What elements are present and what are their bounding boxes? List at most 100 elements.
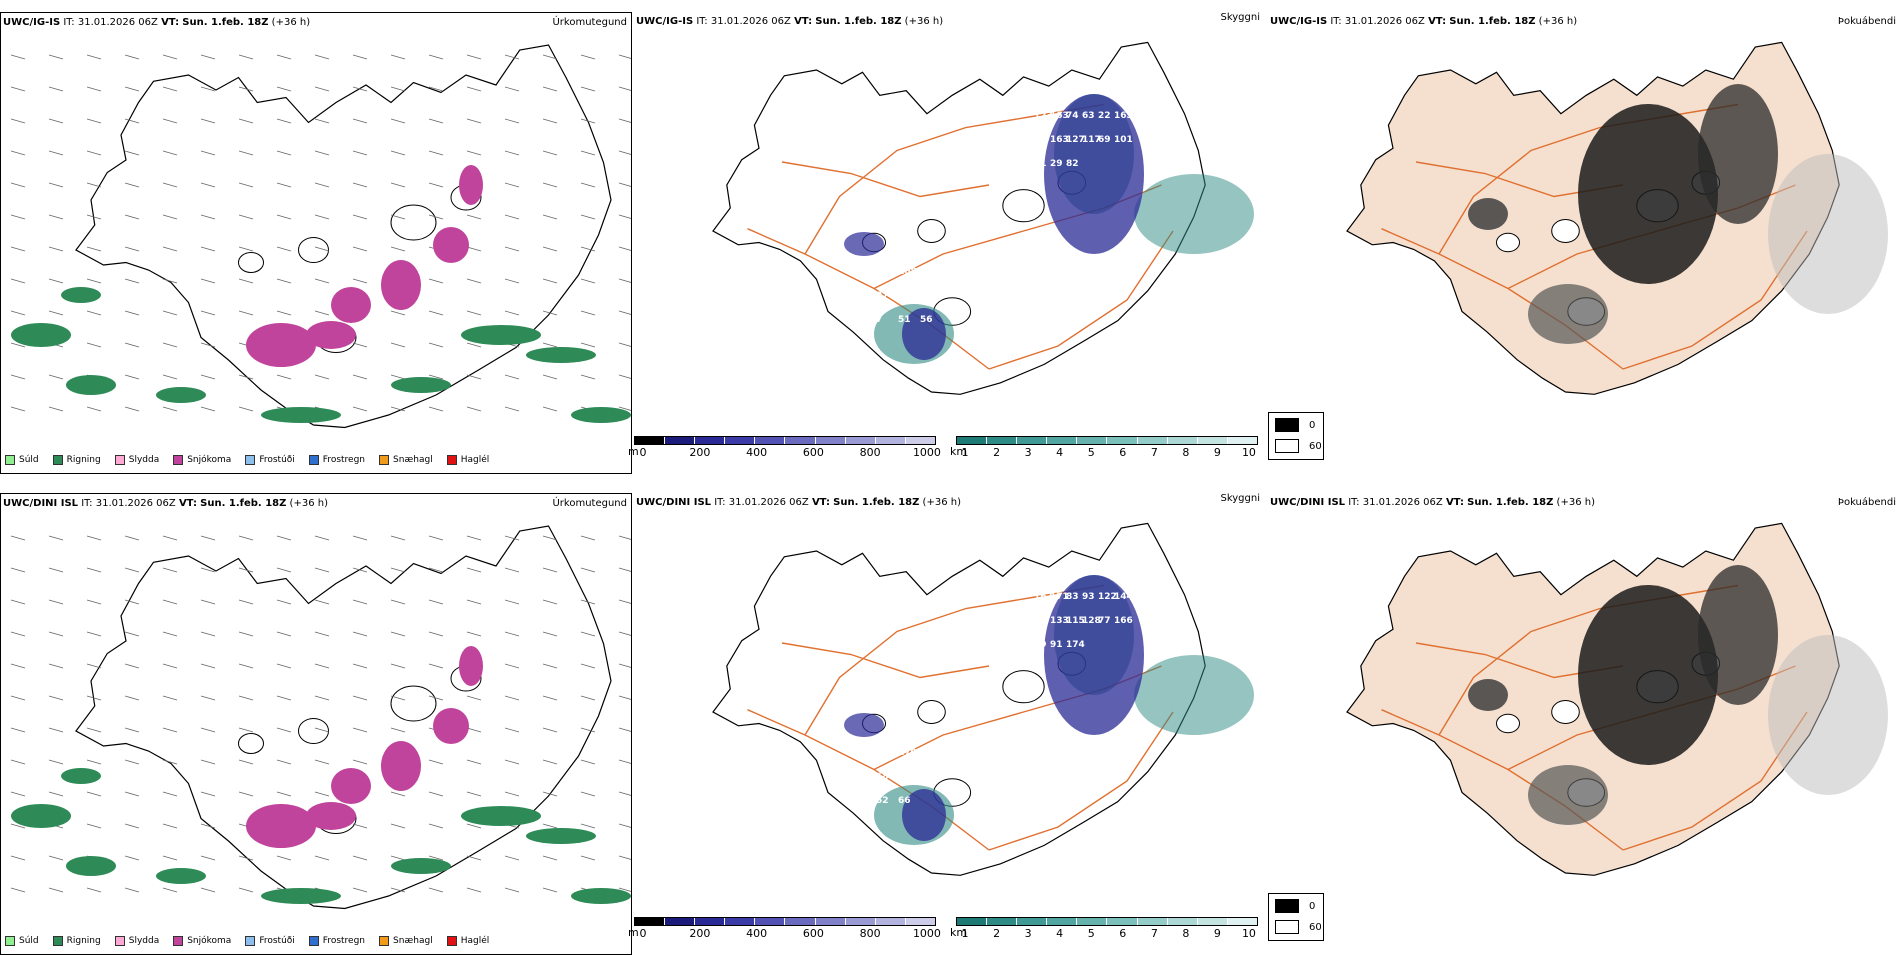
wind-barb <box>504 567 520 573</box>
wind-barb <box>10 695 26 701</box>
wind-barb <box>428 86 444 92</box>
it-value: 31.01.2026 06Z <box>1344 16 1425 27</box>
cloud-base-value: 122 <box>920 267 939 277</box>
legend-label: 0 <box>1309 900 1316 912</box>
colorbar-cell <box>1137 918 1168 925</box>
wind-barb <box>124 246 140 252</box>
wind-barb <box>504 182 520 188</box>
wind-barb <box>428 150 444 156</box>
wind-barb <box>580 823 596 829</box>
wind-barb <box>390 855 406 861</box>
wind-barb <box>580 727 596 733</box>
colorbar-cell <box>1107 437 1138 444</box>
fog-index-area <box>1578 585 1718 765</box>
glacier-outline <box>1002 189 1045 223</box>
rain-area <box>11 323 71 347</box>
model-name: UWC/DINI ISL <box>3 498 79 509</box>
wind-barb <box>466 567 482 573</box>
colorbar-cell <box>725 918 756 925</box>
colorbar-tick-label: 400 <box>746 927 768 940</box>
fog-index-area <box>1698 84 1778 224</box>
precip-type-legend: Súld Rigning Slydda Snjókoma Frostúði Frostre… <box>5 455 489 465</box>
colorbar-cell <box>987 437 1018 444</box>
wind-barb <box>238 86 254 92</box>
wind-barb <box>48 759 64 765</box>
wind-barb <box>200 823 216 829</box>
wind-barb <box>48 374 64 380</box>
wind-barb <box>162 342 178 348</box>
legend-label: 60 <box>1309 921 1322 933</box>
cloud-base-value: 10 <box>1082 87 1095 97</box>
wind-barb <box>466 695 482 701</box>
visibility-panel-row2: UWC/DINI ISL IT: 31.01.2026 06Z VT: Sun.… <box>628 493 1266 955</box>
wind-barb <box>428 374 444 380</box>
wind-barb <box>162 118 178 124</box>
colorbar-cell <box>695 918 726 925</box>
snow-area <box>331 287 371 323</box>
cloud-base-value: 93 <box>898 291 911 301</box>
wind-barb <box>390 342 406 348</box>
wind-barb <box>618 535 631 540</box>
wind-barb <box>580 310 596 316</box>
wind-barb <box>428 278 444 284</box>
legend-label: Rigning <box>66 936 101 946</box>
wind-barb <box>124 278 140 284</box>
fog-index-area <box>1528 284 1608 344</box>
wind-barb <box>618 631 631 636</box>
wind-barb <box>504 214 520 220</box>
wind-barb <box>314 855 330 861</box>
wind-barb <box>580 855 596 861</box>
wind-barb <box>200 374 216 380</box>
vt-label: VT: <box>1428 16 1447 27</box>
panel-header: UWC/DINI ISL IT: 31.01.2026 06Z VT: Sun.… <box>636 493 1264 513</box>
rain-area <box>526 828 596 844</box>
wind-barb <box>200 54 216 60</box>
cloud-base-value: 54 <box>854 267 867 277</box>
wind-barb <box>162 214 178 220</box>
wind-barb <box>200 278 216 284</box>
glacier-outline <box>390 204 437 241</box>
wind-barb <box>124 695 140 701</box>
wind-barb <box>124 214 140 220</box>
legend-label: Slydda <box>128 455 160 465</box>
wind-barb <box>276 791 292 797</box>
snow-area <box>459 165 483 205</box>
wind-barb <box>504 759 520 765</box>
wind-barb <box>124 342 140 348</box>
cloud-base-value: 122 <box>1098 592 1117 602</box>
precip-legend-item: Súld <box>5 936 39 946</box>
legend-swatch <box>446 455 457 465</box>
wind-barb <box>200 182 216 188</box>
wind-barb <box>618 791 631 796</box>
vt-value: Sun. 1.feb. 18Z <box>1449 16 1536 27</box>
cloud-base-value: 11 <box>1034 616 1047 626</box>
wind-barb <box>238 535 254 541</box>
colorbar-tick-label: 1000 <box>912 927 941 940</box>
fog-index-legend: 0 60 <box>1268 893 1324 941</box>
colorbar-tick-label: 4 <box>1056 446 1064 459</box>
wind-barb <box>10 86 26 92</box>
cloud-base-value: 22 <box>1098 111 1111 121</box>
colorbar-tick-label: 8 <box>1182 446 1190 459</box>
wind-barb <box>48 54 64 60</box>
precip-legend-item: Haglél <box>446 455 490 465</box>
legend-label: Haglél <box>460 455 490 465</box>
wind-barb <box>276 86 292 92</box>
wind-barb <box>200 150 216 156</box>
wind-barb <box>352 887 368 893</box>
cloud-base-value: 163 <box>1050 111 1069 121</box>
wind-barb <box>352 855 368 861</box>
colorbar-cell <box>1077 918 1108 925</box>
wind-barb <box>10 791 26 797</box>
wind-barb <box>86 535 102 541</box>
wind-barb <box>162 855 178 861</box>
wind-barb <box>200 855 216 861</box>
wind-barb <box>200 567 216 573</box>
wind-barb <box>238 214 254 220</box>
cloud-base-value: 91 <box>854 772 867 782</box>
wind-barb <box>466 374 482 380</box>
precip-legend-item: Snjókoma <box>173 455 231 465</box>
wind-barb <box>390 150 406 156</box>
cloud-base-value: 63 <box>1082 111 1095 121</box>
wind-barb <box>200 695 216 701</box>
